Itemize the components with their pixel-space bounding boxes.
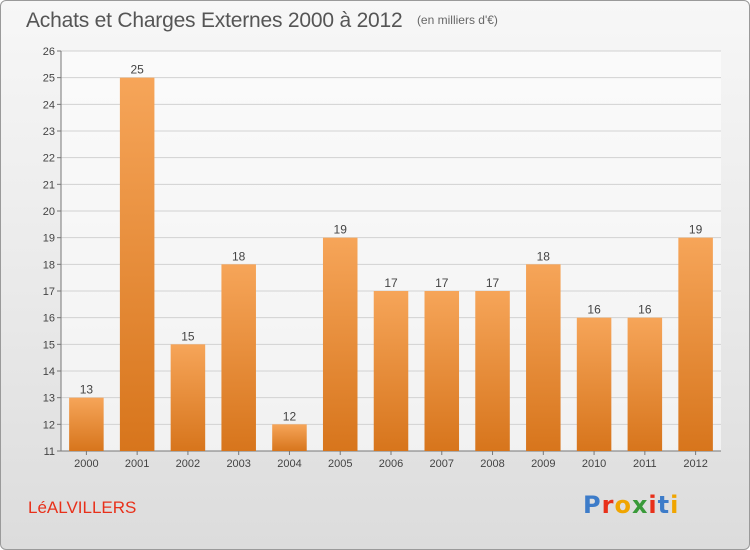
bar-value-label: 18: [537, 249, 551, 263]
bar: [627, 317, 663, 451]
bar-value-label: 15: [181, 329, 195, 343]
y-tick-label: 22: [43, 153, 55, 165]
y-tick-label: 17: [43, 286, 55, 298]
bar-value-label: 17: [384, 276, 398, 290]
y-tick-label: 12: [43, 419, 55, 431]
y-tick-label: 21: [43, 179, 55, 191]
logo-letter: i: [670, 491, 680, 519]
bar: [424, 291, 460, 451]
x-tick-label: 2005: [328, 458, 352, 470]
x-tick-label: 2000: [74, 458, 98, 470]
bar: [170, 344, 206, 451]
x-tick-label: 2006: [379, 458, 403, 470]
bar-value-label: 17: [486, 276, 500, 290]
y-tick-label: 11: [44, 446, 55, 458]
bar-value-label: 16: [587, 303, 601, 317]
y-tick-label: 25: [43, 73, 55, 85]
chart-title: Achats et Charges Externes 2000 à 2012: [26, 9, 403, 32]
logo-letter: P: [583, 491, 602, 519]
title-row: Achats et Charges Externes 2000 à 2012 (…: [26, 9, 498, 33]
bar: [526, 264, 561, 451]
y-tick-label: 26: [43, 46, 55, 58]
x-tick-label: 2010: [582, 458, 606, 470]
bar-value-label: 16: [638, 303, 652, 317]
bar-value-label: 19: [334, 223, 348, 237]
bar: [576, 317, 612, 451]
x-tick-label: 2004: [277, 458, 301, 470]
y-tick-label: 20: [43, 206, 55, 218]
y-tick-label: 13: [43, 393, 55, 405]
bar-value-label: 19: [689, 223, 703, 237]
logo-letter: t: [657, 491, 671, 519]
y-tick-label: 18: [43, 259, 55, 271]
bar: [373, 291, 409, 451]
y-tick-label: 19: [43, 233, 55, 245]
bar: [678, 237, 713, 451]
x-tick-label: 2011: [633, 458, 657, 470]
x-tick-label: 2007: [430, 458, 454, 470]
y-tick-label: 23: [43, 126, 55, 138]
bar-value-label: 12: [283, 409, 297, 423]
y-tick-label: 14: [43, 366, 55, 378]
x-tick-label: 2003: [226, 458, 250, 470]
x-tick-label: 2001: [125, 458, 149, 470]
logo-letter: r: [601, 491, 615, 519]
bar: [322, 237, 358, 451]
logo-letter: o: [614, 491, 632, 519]
logo-letter: x: [631, 491, 649, 519]
bar-value-label: 18: [232, 249, 246, 263]
x-tick-label: 2009: [531, 458, 555, 470]
x-tick-label: 2008: [480, 458, 504, 470]
bar-value-label: 13: [80, 383, 94, 397]
bar: [119, 77, 155, 452]
bar-value-label: 17: [435, 276, 449, 290]
bar-value-label: 25: [130, 63, 144, 77]
y-tick-label: 24: [43, 99, 55, 111]
bar: [221, 264, 256, 451]
chart-subtitle: (en milliers d'€): [416, 13, 498, 27]
bar: [272, 424, 307, 451]
x-tick-label: 2002: [176, 458, 200, 470]
bar: [69, 397, 104, 451]
y-tick-label: 16: [43, 313, 55, 325]
logo-letter: i: [648, 491, 658, 519]
proxiti-logo[interactable]: Proxiti: [583, 491, 679, 519]
x-tick-label: 2012: [683, 458, 707, 470]
y-tick-label: 15: [43, 339, 55, 351]
bar: [475, 291, 510, 451]
commune-name: LéALVILLERS: [28, 498, 137, 517]
